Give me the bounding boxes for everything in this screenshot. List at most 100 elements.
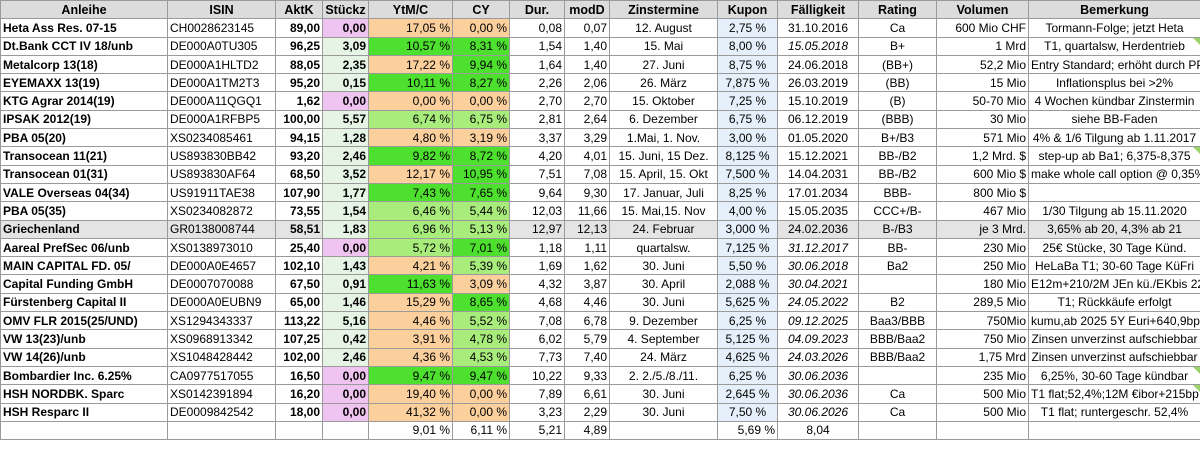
cell-kupon[interactable]: 7,500 % <box>717 164 778 184</box>
cell-dur[interactable]: 12,97 <box>509 219 565 239</box>
cell-zinstermine[interactable]: 9. Dezember <box>609 311 718 331</box>
cell-bemerkung[interactable]: HeLaBa T1; 30-60 Tage KüFri <box>1028 256 1200 276</box>
cell-rating[interactable]: Ca <box>858 402 937 422</box>
cell-isin[interactable]: XS0234085461 <box>167 128 276 148</box>
cell-modd[interactable]: 1,40 <box>564 36 610 56</box>
cell-volumen[interactable]: 235 Mio <box>936 365 1029 386</box>
cell-modd[interactable]: 9,33 <box>564 365 610 386</box>
cell-stueckz[interactable]: 3,52 <box>322 164 369 184</box>
cell-stueckz[interactable]: 5,16 <box>322 311 369 331</box>
cell-modd[interactable]: 1,62 <box>564 256 610 276</box>
cell-cy[interactable]: 3,09 % <box>452 274 510 294</box>
cell-volumen[interactable]: 230 Mio <box>936 237 1029 258</box>
cell-kupon[interactable]: 6,75 % <box>717 109 778 130</box>
cell-stueckz[interactable]: 3,09 <box>322 36 369 56</box>
cell-rating[interactable] <box>858 274 937 294</box>
cell-faelligkeit[interactable]: 24.06.2018 <box>777 54 859 75</box>
cell-cy[interactable]: 0,00 % <box>452 91 510 111</box>
cell-kupon[interactable]: 2,645 % <box>717 384 778 404</box>
cell-faelligkeit[interactable]: 30.04.2021 <box>777 274 859 294</box>
cell-zinstermine[interactable]: 27. Juni <box>609 54 718 75</box>
cell-aktk[interactable]: 18,00 <box>275 402 323 422</box>
cell-aktk[interactable]: 16,50 <box>275 365 323 386</box>
cell-dur[interactable]: 3,37 <box>509 128 565 148</box>
cell-volumen[interactable]: 500 Mio <box>936 402 1029 422</box>
cell-rating[interactable]: (BB) <box>858 73 937 93</box>
cell-faelligkeit[interactable]: 15.12.2021 <box>777 146 859 166</box>
col-header-modd[interactable]: modD <box>564 0 610 20</box>
cell-ytm[interactable]: 15,29 % <box>368 292 453 313</box>
cell-cy[interactable]: 9,94 % <box>452 54 510 75</box>
cell-modd[interactable]: 9,30 <box>564 182 610 203</box>
cell-ytm[interactable]: 5,72 % <box>368 237 453 258</box>
cell-volumen[interactable]: 250 Mio <box>936 256 1029 276</box>
cell-isin[interactable]: DE000A0E4657 <box>167 256 276 276</box>
cell-dur[interactable]: 4,32 <box>509 274 565 294</box>
cell-dur[interactable]: 2,70 <box>509 91 565 111</box>
cell-rating[interactable]: Ca <box>858 384 937 404</box>
summary-cell-anleihe[interactable] <box>0 420 168 441</box>
cell-anleihe[interactable]: Fürstenberg Capital II <box>0 292 168 313</box>
cell-zinstermine[interactable]: 30. Juni <box>609 384 718 404</box>
cell-volumen[interactable]: 750Mio <box>936 311 1029 331</box>
cell-stueckz[interactable]: 1,77 <box>322 182 369 203</box>
cell-zinstermine[interactable]: 1.Mai, 1. Nov. <box>609 128 718 148</box>
cell-cy[interactable]: 4,78 % <box>452 329 510 349</box>
cell-stueckz[interactable]: 0,42 <box>322 329 369 349</box>
cell-zinstermine[interactable]: 26. März <box>609 73 718 93</box>
cell-stueckz[interactable]: 0,15 <box>322 73 369 93</box>
cell-rating[interactable]: BB-/B2 <box>858 164 937 184</box>
cell-anleihe[interactable]: Transocean 11(21) <box>0 146 168 166</box>
cell-faelligkeit[interactable]: 17.01.2034 <box>777 182 859 203</box>
cell-modd[interactable]: 7,08 <box>564 164 610 184</box>
cell-cy[interactable]: 9,47 % <box>452 365 510 386</box>
cell-bemerkung[interactable]: Tormann-Folge; jetzt Heta <box>1028 18 1200 38</box>
cell-volumen[interactable]: 52,2 Mio <box>936 54 1029 75</box>
cell-bemerkung[interactable]: T1, quartalsw, Herdentrieb <box>1028 36 1200 56</box>
cell-faelligkeit[interactable]: 24.02.2036 <box>777 219 859 239</box>
cell-ytm[interactable]: 12,17 % <box>368 164 453 184</box>
comment-indicator-icon[interactable] <box>1193 385 1200 393</box>
cell-kupon[interactable]: 8,00 % <box>717 36 778 56</box>
cell-isin[interactable]: DE000A0TU305 <box>167 36 276 56</box>
cell-cy[interactable]: 3,19 % <box>452 128 510 148</box>
cell-kupon[interactable]: 2,088 % <box>717 274 778 294</box>
cell-isin[interactable]: XS0138973010 <box>167 237 276 258</box>
cell-dur[interactable]: 0,08 <box>509 18 565 38</box>
cell-anleihe[interactable]: Bombardier Inc. 6.25% <box>0 365 168 386</box>
cell-isin[interactable]: DE000A1RFBP5 <box>167 109 276 130</box>
cell-faelligkeit[interactable]: 30.06.2026 <box>777 402 859 422</box>
cell-cy[interactable]: 8,27 % <box>452 73 510 93</box>
cell-bemerkung[interactable]: 1/30 Tilgung ab 15.11.2020 <box>1028 201 1200 221</box>
cell-rating[interactable]: BBB- <box>858 182 937 203</box>
cell-bemerkung[interactable]: T1 flat; runtergeschr. 52,4% <box>1028 402 1200 422</box>
cell-anleihe[interactable]: Metalcorp 13(18) <box>0 54 168 75</box>
cell-isin[interactable]: XS1048428442 <box>167 347 276 367</box>
col-header-volumen[interactable]: Volumen <box>936 0 1029 20</box>
cell-kupon[interactable]: 5,50 % <box>717 256 778 276</box>
cell-zinstermine[interactable]: 24. März <box>609 347 718 367</box>
cell-volumen[interactable]: 600 Mio $ <box>936 164 1029 184</box>
cell-volumen[interactable]: 1 Mrd <box>936 36 1029 56</box>
summary-faelligkeit[interactable]: 8,04 <box>777 420 859 441</box>
cell-stueckz[interactable]: 0,00 <box>322 384 369 404</box>
cell-anleihe[interactable]: PBA 05(20) <box>0 128 168 148</box>
cell-zinstermine[interactable]: 30. Juni <box>609 402 718 422</box>
cell-kupon[interactable]: 2,75 % <box>717 18 778 38</box>
cell-ytm[interactable]: 4,80 % <box>368 128 453 148</box>
cell-volumen[interactable]: 1,75 Mrd <box>936 347 1029 367</box>
cell-bemerkung[interactable]: make whole call option @ 0,35% <box>1028 164 1200 184</box>
cell-rating[interactable]: B+/B3 <box>858 128 937 148</box>
cell-stueckz[interactable]: 0,00 <box>322 402 369 422</box>
cell-volumen[interactable]: 15 Mio <box>936 73 1029 93</box>
cell-aktk[interactable]: 102,10 <box>275 256 323 276</box>
cell-faelligkeit[interactable]: 24.03.2026 <box>777 347 859 367</box>
cell-ytm[interactable]: 0,00 % <box>368 91 453 111</box>
cell-faelligkeit[interactable]: 31.12.2017 <box>777 237 859 258</box>
cell-rating[interactable]: CCC+/B- <box>858 201 937 221</box>
cell-isin[interactable]: XS0968913342 <box>167 329 276 349</box>
cell-isin[interactable]: XS0142391894 <box>167 384 276 404</box>
comment-indicator-icon[interactable] <box>1193 367 1200 374</box>
cell-anleihe[interactable]: Capital Funding GmbH <box>0 274 168 294</box>
cell-volumen[interactable]: 180 Mio <box>936 274 1029 294</box>
